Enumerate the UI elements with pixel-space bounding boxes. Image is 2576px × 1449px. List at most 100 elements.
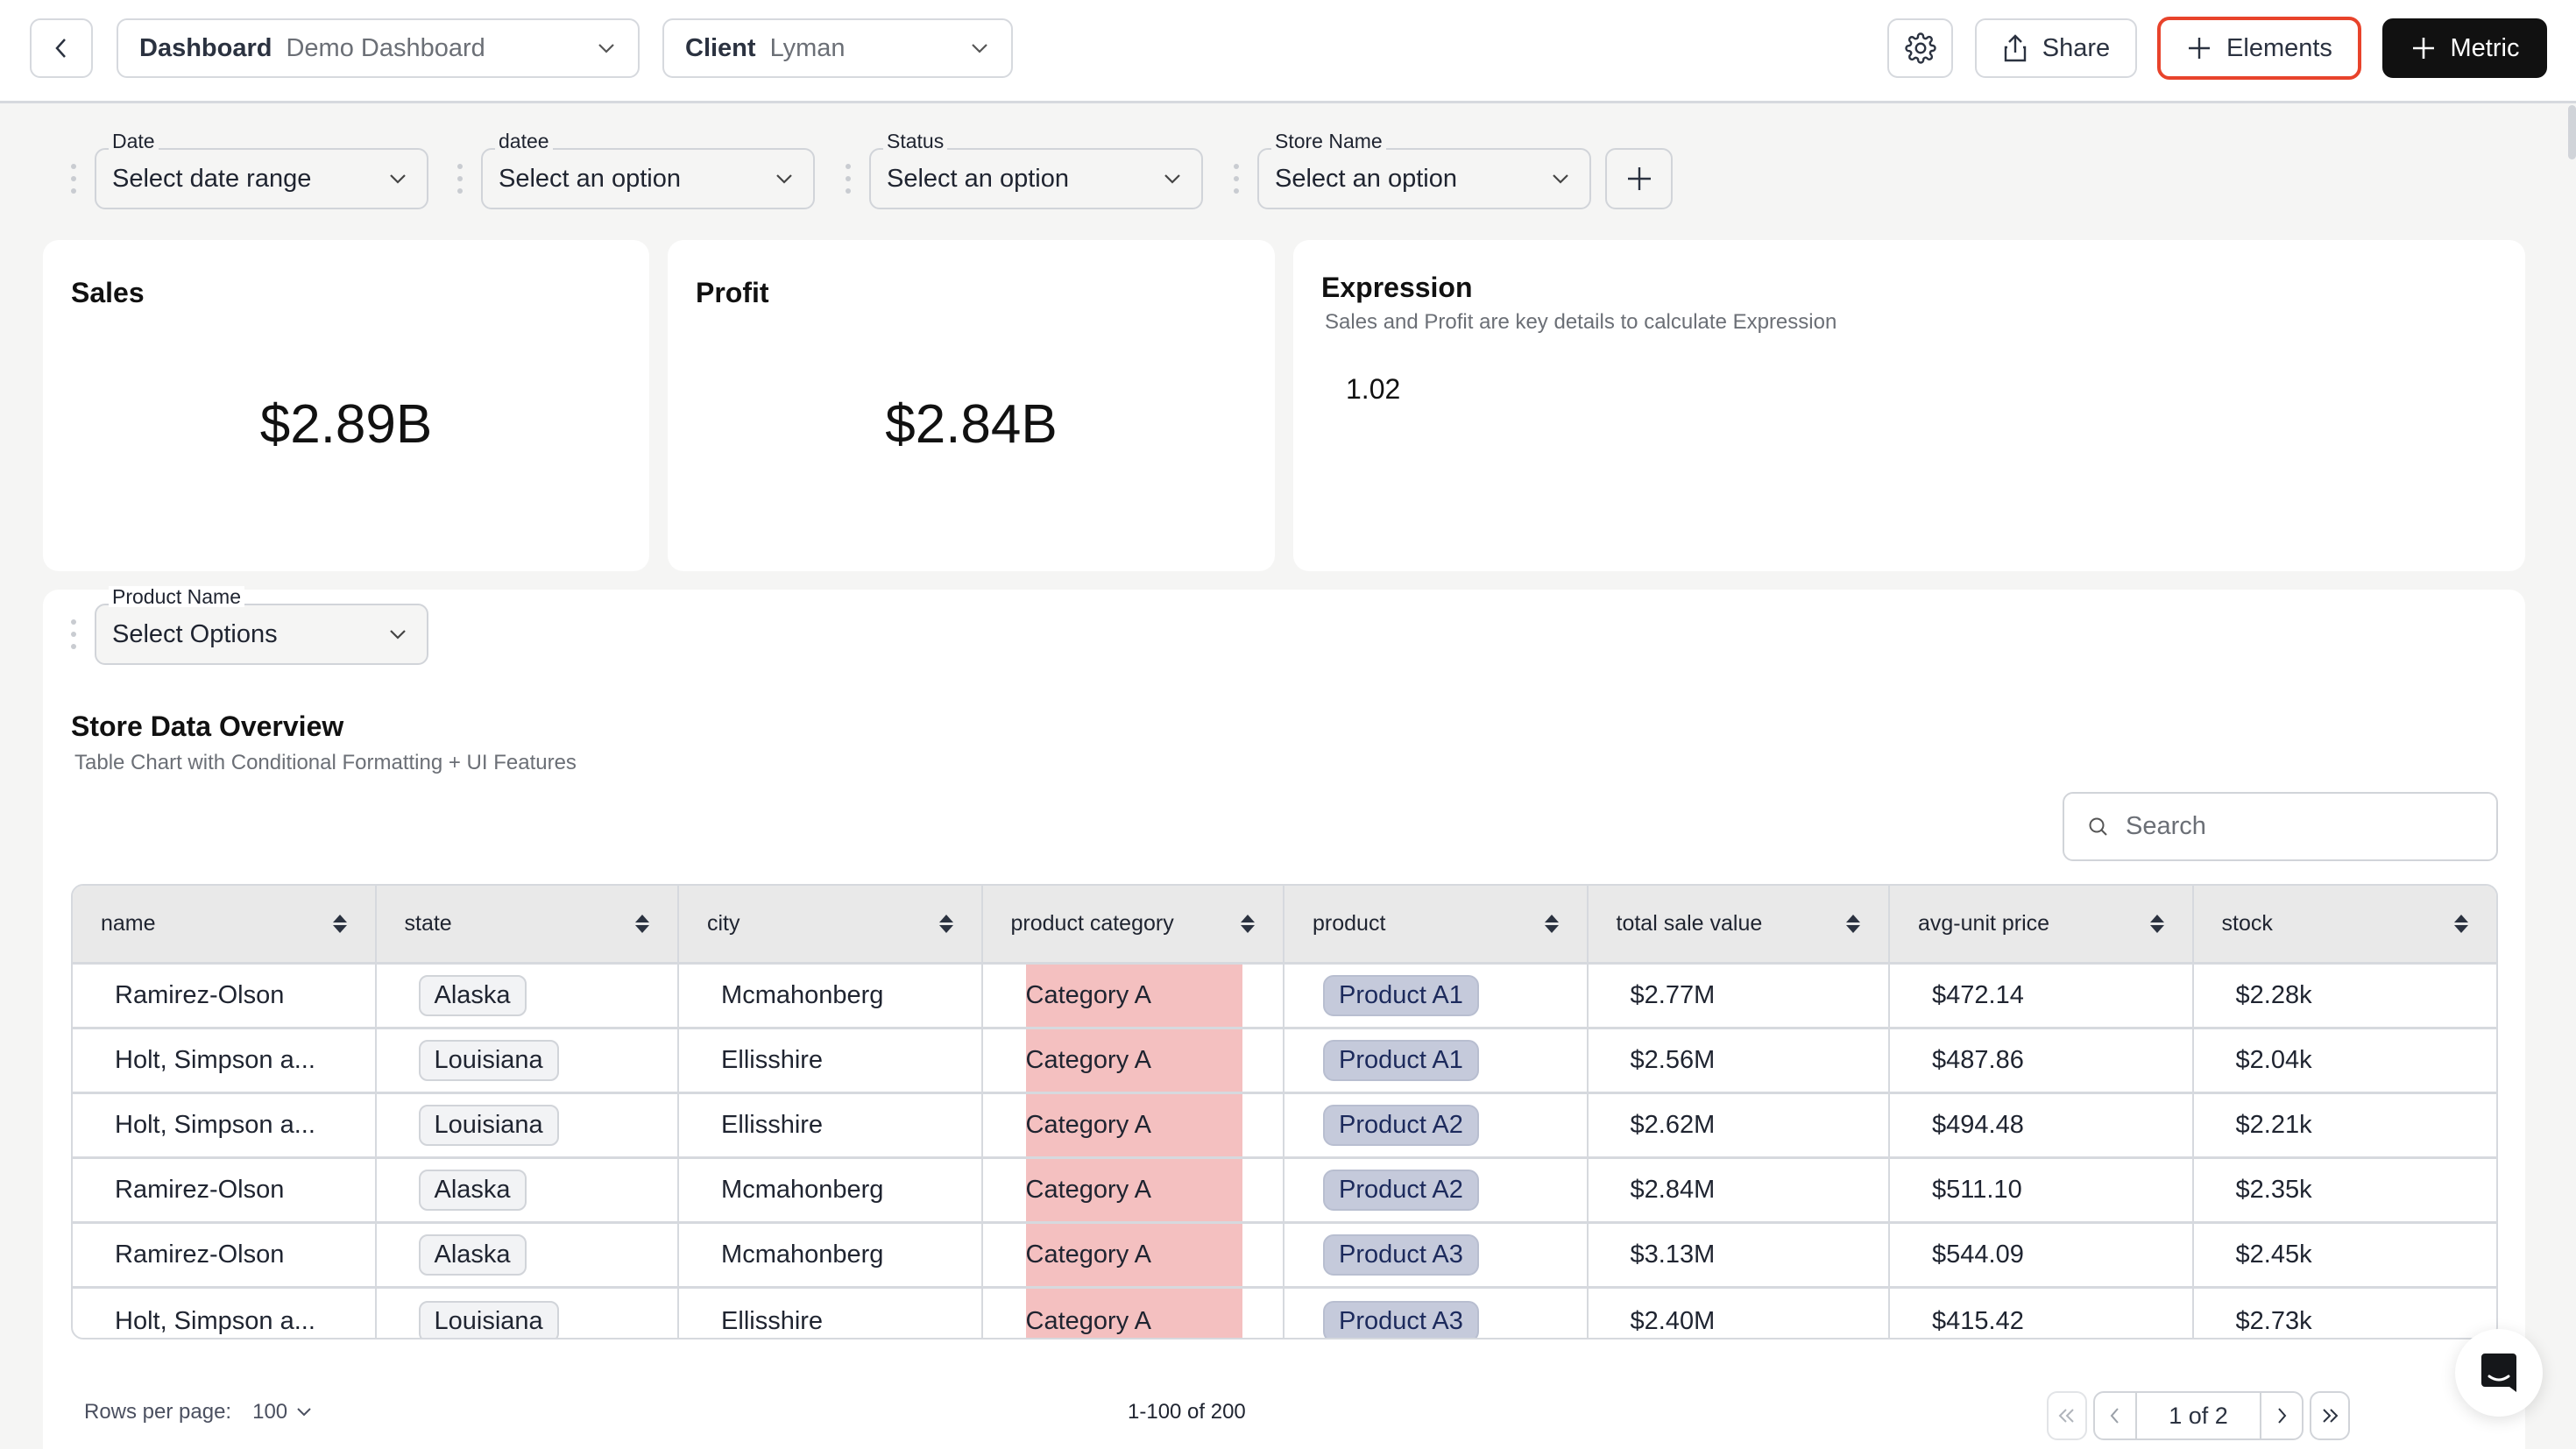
table-header: name state city product category product… xyxy=(73,886,2496,965)
filter-product-name[interactable]: Select Options Product Name xyxy=(71,586,428,665)
sort-icon[interactable] xyxy=(938,915,953,933)
cell-stock: $2.28k xyxy=(2235,981,2312,1009)
drag-handle-icon[interactable] xyxy=(70,164,77,194)
first-page-button[interactable] xyxy=(2047,1391,2087,1440)
table-row[interactable]: Ramirez-Olson Alaska Mcmahonberg Categor… xyxy=(73,1159,2496,1224)
cell-city: Mcmahonberg xyxy=(679,1159,983,1221)
status-select[interactable]: Select an option xyxy=(869,148,1203,209)
sales-kpi-card: Sales $2.89B xyxy=(43,240,649,571)
profit-kpi-value: $2.84B xyxy=(885,394,1058,455)
cell-stock: $2.04k xyxy=(2235,1046,2312,1074)
drag-handle-icon[interactable] xyxy=(456,164,464,194)
product-name-select[interactable]: Select Options xyxy=(95,604,428,665)
cell-total-sale-value: $2.84M xyxy=(1589,1159,1891,1221)
cell-city: Ellisshire xyxy=(679,1094,983,1156)
table-subtitle: Table Chart with Conditional Formatting … xyxy=(74,751,577,774)
filter-store-name[interactable]: Select an option Store Name xyxy=(1234,131,1591,209)
sort-icon[interactable] xyxy=(2149,915,2164,933)
top-bar: Dashboard Demo Dashboard Client Lyman Shar… xyxy=(0,0,2576,103)
share-button[interactable]: Share xyxy=(1975,18,2137,78)
category-text: Category A xyxy=(1025,1176,1152,1204)
chevron-down-icon xyxy=(390,630,406,640)
previous-page-button[interactable] xyxy=(2095,1393,2137,1438)
sales-kpi-title: Sales xyxy=(71,277,145,308)
column-header-city[interactable]: city xyxy=(679,886,983,962)
table-row[interactable]: Holt, Simpson a... Louisiana Ellisshire … xyxy=(73,1094,2496,1159)
column-header-state[interactable]: state xyxy=(377,886,679,962)
store-name-select[interactable]: Select an option xyxy=(1257,148,1591,209)
add-filter-button[interactable] xyxy=(1605,148,1673,209)
table-title: Store Data Overview xyxy=(71,710,344,742)
settings-button[interactable] xyxy=(1887,18,1953,78)
drag-handle-icon[interactable] xyxy=(1233,164,1240,194)
metric-label: Metric xyxy=(2450,33,2520,62)
chat-icon xyxy=(2481,1354,2516,1392)
table-row[interactable]: Ramirez-Olson Alaska Mcmahonberg Categor… xyxy=(73,1224,2496,1289)
sort-icon[interactable] xyxy=(2454,915,2468,933)
filter-datee[interactable]: Select an option datee xyxy=(457,131,815,209)
table-row[interactable]: Ramirez-Olson Alaska Mcmahonberg Categor… xyxy=(73,965,2496,1029)
store-data-section: Select Options Product Name Store Data O… xyxy=(43,586,2525,1449)
cell-name: Ramirez-Olson xyxy=(73,1159,377,1221)
column-header-total-sale-value[interactable]: total sale value xyxy=(1589,886,1890,962)
sort-icon[interactable] xyxy=(1241,915,1255,933)
column-header-product-category[interactable]: product category xyxy=(983,886,1284,962)
table-row[interactable]: Holt, Simpson a... Louisiana Ellisshire … xyxy=(73,1289,2496,1338)
cell-product: Product A3 xyxy=(1284,1289,1589,1338)
rows-per-page: Rows per page: 100 xyxy=(84,1400,312,1424)
table-row[interactable]: Holt, Simpson a... Louisiana Ellisshire … xyxy=(73,1029,2496,1094)
dashboard-select[interactable]: Dashboard Demo Dashboard xyxy=(117,18,640,78)
datee-select-value: Select an option xyxy=(499,164,681,193)
filter-date[interactable]: Select date range Date xyxy=(71,131,428,209)
sort-icon[interactable] xyxy=(1846,915,1860,933)
column-header-name[interactable]: name xyxy=(73,886,377,962)
drag-handle-icon[interactable] xyxy=(70,619,77,649)
date-select[interactable]: Select date range xyxy=(95,148,428,209)
dashboard-select-value: Demo Dashboard xyxy=(286,33,485,62)
plus-icon xyxy=(2189,38,2211,59)
datee-select[interactable]: Select an option xyxy=(481,148,815,209)
column-header-stock[interactable]: stock xyxy=(2194,886,2497,962)
filter-status[interactable]: Select an option Status xyxy=(846,131,1203,209)
chat-support-button[interactable] xyxy=(2455,1329,2543,1417)
column-header-product[interactable]: product xyxy=(1284,886,1589,962)
double-chevron-left-icon xyxy=(2058,1409,2074,1423)
cell-total-sale-value: $3.13M xyxy=(1589,1224,1891,1286)
back-button[interactable] xyxy=(30,18,93,78)
column-header-label: state xyxy=(404,911,452,936)
page-scrollbar[interactable] xyxy=(2568,105,2576,159)
next-page-button[interactable] xyxy=(2260,1393,2302,1438)
add-elements-button[interactable]: Elements xyxy=(2157,17,2361,80)
cell-product-category: Category A xyxy=(983,1029,1284,1092)
chevron-down-icon xyxy=(972,44,987,53)
add-metric-button[interactable]: Metric xyxy=(2382,18,2547,78)
state-pill: Louisiana xyxy=(418,1300,559,1338)
column-header-avg-unit-price[interactable]: avg-unit price xyxy=(1890,886,2194,962)
chevron-left-icon xyxy=(55,39,66,58)
client-select[interactable]: Client Lyman xyxy=(662,18,1013,78)
rows-per-page-select[interactable]: 100 xyxy=(252,1400,312,1424)
cell-product: Product A1 xyxy=(1284,965,1589,1027)
cell-total-sale-value: $2.40M xyxy=(1589,1289,1891,1338)
elements-label: Elements xyxy=(2226,33,2332,62)
drag-handle-icon[interactable] xyxy=(845,164,852,194)
cell-product: Product A2 xyxy=(1284,1159,1589,1221)
column-header-label: city xyxy=(707,911,740,936)
last-page-button[interactable] xyxy=(2310,1391,2350,1440)
search-icon xyxy=(2089,817,2107,836)
date-select-value: Select date range xyxy=(112,164,312,193)
cell-avg-unit-price: $511.10 xyxy=(1890,1159,2194,1221)
rows-per-page-label: Rows per page: xyxy=(84,1400,232,1424)
cell-name: Holt, Simpson a... xyxy=(73,1094,377,1156)
search-input[interactable]: Search xyxy=(2063,792,2498,861)
plus-icon xyxy=(2412,38,2434,59)
chevron-down-icon xyxy=(1164,174,1180,184)
store-name-select-value: Select an option xyxy=(1275,164,1457,193)
sort-icon[interactable] xyxy=(1544,915,1559,933)
sort-icon[interactable] xyxy=(332,915,347,933)
cell-product-category: Category A xyxy=(983,965,1284,1027)
product-pill: Product A3 xyxy=(1322,1300,1479,1338)
expression-subtitle: Sales and Profit are key details to calc… xyxy=(1325,310,1837,334)
cell-stock: $2.73k xyxy=(2235,1306,2312,1335)
sort-icon[interactable] xyxy=(635,915,649,933)
